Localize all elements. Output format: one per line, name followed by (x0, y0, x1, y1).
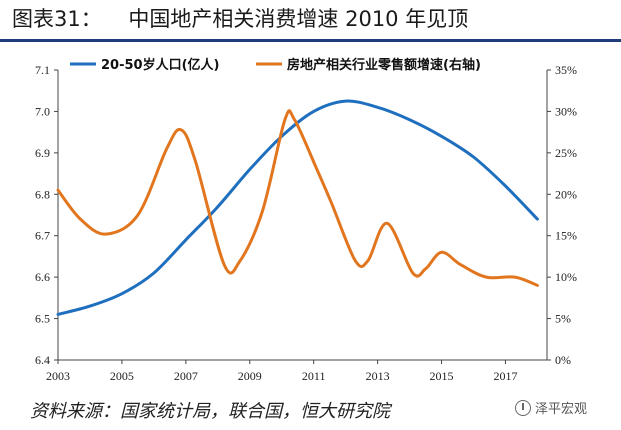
series-line-retail-growth (56, 109, 539, 287)
x-tick-label: 2015 (430, 369, 454, 383)
y-left-tick-label: 6.7 (35, 229, 50, 243)
y-left-tick-label: 7.1 (35, 63, 50, 77)
x-tick-label: 2003 (46, 369, 70, 383)
y-right-tick-label: 15% (555, 229, 577, 243)
series-line-population (56, 99, 539, 316)
x-tick-label: 2013 (366, 369, 390, 383)
source-note: 资料来源：国家统计局，联合国，恒大研究院 (30, 401, 390, 422)
y-left-tick-label: 6.4 (35, 353, 50, 367)
y-right-tick-label: 20% (555, 187, 577, 201)
y-right-tick-label: 25% (555, 146, 577, 160)
watermark-text: 泽平宏观 (535, 402, 588, 417)
y-right-tick-label: 5% (555, 312, 571, 326)
x-tick-label: 2011 (302, 369, 326, 383)
x-tick-label: 2017 (493, 369, 517, 383)
chart: 20-50岁人口(亿人) 房地产相关行业零售额增速(右轴) 6.4 6.5 6.6 6… (35, 57, 577, 383)
y-left-tick-label: 6.9 (35, 146, 50, 160)
wechat-icon (515, 399, 531, 416)
y-right-tick-label: 0% (555, 353, 571, 367)
title-rule (0, 39, 621, 42)
y-right-tick-label: 30% (555, 104, 577, 118)
legend-label-retail: 房地产相关行业零售额增速(右轴) (287, 57, 481, 73)
y-left-tick-label: 6.6 (35, 270, 50, 284)
page-title: 图表31： 中国地产相关消费增速 2010 年见顶 (12, 7, 469, 31)
y-right-tick-label: 35% (555, 63, 577, 77)
y-left-tick-label: 6.5 (35, 312, 50, 326)
legend: 20-50岁人口(亿人) 房地产相关行业零售额增速(右轴) (70, 57, 481, 73)
legend-label-population: 20-50岁人口(亿人) (101, 57, 219, 73)
x-tick-label: 2009 (238, 369, 262, 383)
y-left-tick-label: 7.0 (35, 104, 50, 118)
y-left-tick-label: 6.8 (35, 187, 50, 201)
watermark: 泽平宏观 (515, 398, 587, 417)
x-tick-label: 2007 (174, 369, 198, 383)
y-right-tick-label: 10% (555, 270, 577, 284)
x-tick-label: 2005 (110, 369, 134, 383)
